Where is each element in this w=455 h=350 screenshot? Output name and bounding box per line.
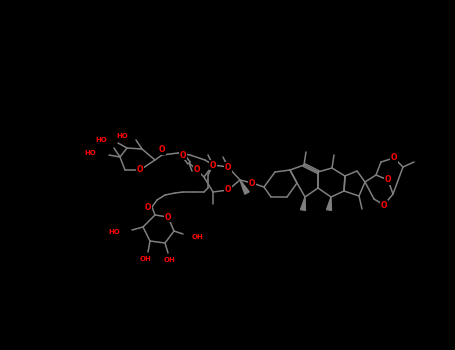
Text: O: O [159, 146, 165, 154]
Text: HO: HO [108, 229, 120, 235]
Text: HO: HO [95, 137, 107, 143]
Text: O: O [210, 161, 216, 169]
Text: O: O [225, 162, 231, 172]
Polygon shape [301, 197, 305, 210]
Text: O: O [165, 212, 171, 222]
Text: OH: OH [140, 256, 152, 262]
Text: O: O [385, 175, 391, 184]
Text: O: O [381, 201, 387, 210]
Text: O: O [249, 178, 255, 188]
Text: O: O [180, 150, 186, 160]
Text: O: O [194, 166, 200, 175]
Text: O: O [225, 186, 231, 195]
Text: OH: OH [164, 257, 176, 263]
Text: OH: OH [192, 234, 204, 240]
Text: HO: HO [84, 150, 96, 156]
Text: O: O [137, 166, 143, 175]
Polygon shape [240, 180, 249, 194]
Text: O: O [145, 203, 151, 211]
Text: O: O [391, 154, 397, 162]
Text: HO: HO [116, 133, 128, 139]
Polygon shape [327, 197, 332, 210]
